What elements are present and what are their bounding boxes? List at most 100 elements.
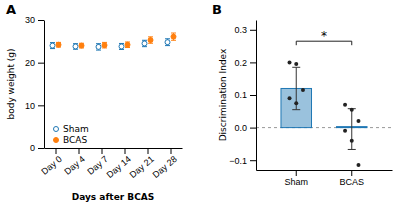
y-tick-mark bbox=[38, 105, 44, 106]
x-tick-label: Day 14 bbox=[105, 154, 133, 180]
legend-item: BCAS bbox=[54, 135, 88, 145]
x-tick-label: Day 21 bbox=[128, 154, 156, 180]
y-tick: 0.2 bbox=[234, 58, 256, 68]
x-axis: Day 0Day 4Day 7Day 14Day 21Day 28 bbox=[39, 148, 182, 180]
chart: Abody weight (g) 0 10 20 30 Day 0Day 4Day 7Da… bbox=[0, 0, 400, 206]
y-axis-title: body weight (g) bbox=[6, 48, 16, 119]
panel-title: A bbox=[6, 2, 16, 17]
panel-title: B bbox=[212, 2, 222, 17]
x-axis-line bbox=[45, 148, 183, 149]
point bbox=[288, 60, 292, 64]
legend: ShamBCAS bbox=[54, 124, 89, 145]
y-tick-mark bbox=[250, 128, 256, 129]
point bbox=[294, 101, 298, 105]
plot-area bbox=[256, 41, 392, 167]
error-bar bbox=[50, 43, 55, 49]
point bbox=[301, 88, 305, 92]
point bbox=[56, 42, 61, 47]
y-axis-line bbox=[256, 21, 257, 171]
x-tick-mark bbox=[79, 148, 80, 154]
y-tick: 0 bbox=[30, 143, 44, 153]
point bbox=[50, 43, 55, 48]
point bbox=[356, 119, 360, 123]
legend-label: BCAS bbox=[63, 135, 87, 145]
x-tick: Day 0 bbox=[39, 148, 63, 177]
y-axis-title: Discrimination Index bbox=[218, 48, 228, 141]
error-bar bbox=[142, 40, 147, 46]
point bbox=[119, 44, 124, 49]
legend-marker bbox=[54, 138, 59, 143]
error-bar bbox=[125, 42, 130, 48]
x-tick: Day 14 bbox=[105, 148, 133, 180]
y-tick: 0.1 bbox=[234, 90, 256, 100]
point bbox=[73, 44, 78, 49]
error-bar bbox=[79, 43, 84, 48]
y-tick-mark bbox=[38, 148, 44, 149]
x-tick-label: Day 28 bbox=[151, 154, 179, 180]
error-bar bbox=[171, 33, 176, 40]
point bbox=[356, 163, 360, 167]
annotation: * bbox=[321, 29, 327, 43]
y-tick: 30 bbox=[25, 15, 44, 25]
legend-marker bbox=[54, 127, 59, 132]
y-tick: 20 bbox=[25, 58, 44, 68]
point bbox=[171, 34, 176, 39]
y-tick-label: 20 bbox=[25, 58, 35, 68]
y-axis: 0 10 20 30 bbox=[25, 15, 45, 153]
y-axis-line bbox=[44, 21, 45, 149]
x-tick: Day 4 bbox=[62, 148, 86, 177]
reference-line bbox=[256, 127, 392, 128]
legend-label: Sham bbox=[63, 124, 89, 134]
error-bar bbox=[119, 43, 124, 49]
x-tick: Day 28 bbox=[151, 148, 179, 180]
point bbox=[165, 40, 170, 45]
point bbox=[102, 43, 107, 48]
point bbox=[343, 129, 347, 133]
y-tick-label: 0.0 bbox=[234, 123, 247, 133]
point bbox=[148, 38, 153, 43]
point bbox=[343, 103, 347, 107]
y-tick-mark bbox=[38, 20, 44, 21]
error-bar bbox=[96, 44, 101, 50]
x-tick-mark bbox=[56, 148, 57, 154]
x-tick: BCAS bbox=[339, 170, 364, 187]
y-tick-label: 0.3 bbox=[234, 25, 247, 35]
point bbox=[96, 44, 101, 49]
y-tick-mark bbox=[250, 160, 256, 161]
y-tick-label: −0.1 bbox=[229, 156, 247, 166]
error-bar bbox=[148, 37, 153, 43]
error-bar bbox=[56, 42, 61, 47]
x-tick: Day 21 bbox=[128, 148, 156, 180]
y-tick-label: 10 bbox=[25, 101, 35, 111]
error-bar bbox=[165, 39, 170, 46]
x-tick-label: Sham bbox=[284, 177, 308, 187]
y-tick-label: 0 bbox=[30, 143, 35, 153]
x-tick-label: Day 4 bbox=[62, 154, 86, 177]
point bbox=[288, 96, 292, 100]
plot-area bbox=[50, 33, 176, 50]
y-tick: 0.0 bbox=[234, 123, 256, 133]
y-tick: −0.1 bbox=[229, 156, 256, 166]
y-tick-mark bbox=[38, 63, 44, 64]
x-axis-title: Days after BCAS bbox=[72, 192, 155, 202]
y-tick-label: 0.1 bbox=[234, 90, 247, 100]
x-tick-label: BCAS bbox=[339, 177, 364, 187]
error-bar bbox=[292, 67, 300, 109]
y-tick-mark bbox=[250, 62, 256, 63]
error-bar bbox=[73, 44, 78, 50]
y-tick-mark bbox=[250, 30, 256, 31]
x-axis-line bbox=[257, 170, 393, 171]
point bbox=[350, 139, 354, 143]
x-axis: Sham BCAS bbox=[257, 170, 393, 187]
error-bar bbox=[102, 42, 107, 48]
point bbox=[350, 108, 354, 112]
y-tick-mark bbox=[250, 95, 256, 96]
x-tick-mark bbox=[296, 170, 297, 176]
y-tick-label: 0.2 bbox=[234, 58, 247, 68]
x-tick-label: Day 0 bbox=[39, 154, 63, 177]
y-tick: 10 bbox=[25, 101, 44, 111]
y-tick: 0.3 bbox=[234, 25, 256, 35]
series bbox=[56, 33, 176, 48]
legend-item: Sham bbox=[54, 124, 89, 134]
x-tick-mark bbox=[102, 148, 103, 154]
